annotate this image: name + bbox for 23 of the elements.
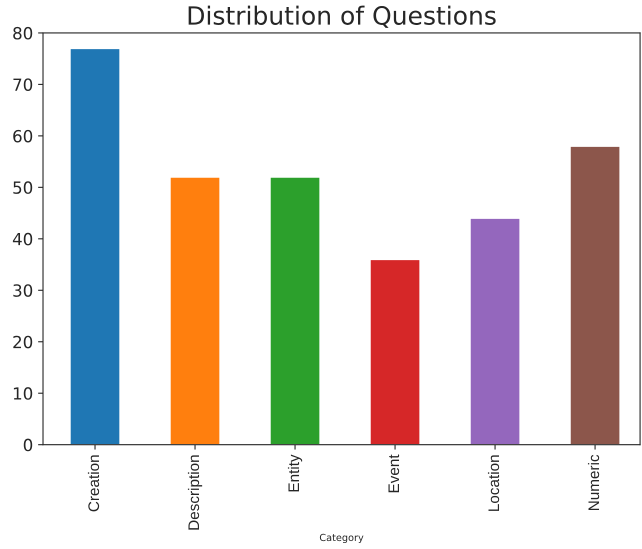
x-tick-label: Location <box>488 455 500 511</box>
bar <box>469 218 521 445</box>
x-tick-label: Numeric <box>588 454 600 510</box>
chart-title: Distribution of Questions <box>188 6 496 28</box>
y-tick-label: 50 <box>13 181 32 194</box>
y-tick-label: 70 <box>13 78 32 91</box>
y-tick-label: 10 <box>14 387 32 400</box>
bar <box>169 176 221 445</box>
x-tick-label: Event <box>388 454 400 492</box>
bar <box>269 176 321 445</box>
y-tick-label: 80 <box>13 26 32 40</box>
x-tick-label: Description <box>188 455 202 530</box>
y-tick-label: 40 <box>12 232 32 246</box>
bar <box>69 48 121 445</box>
y-tick-label: 0 <box>24 438 32 452</box>
x-tick-label: Entity <box>288 454 302 492</box>
bar <box>369 258 421 445</box>
x-tick-label: Creation <box>88 455 100 512</box>
bar <box>569 145 621 445</box>
y-tick-label: 60 <box>13 130 32 142</box>
y-tick-label: 20 <box>13 336 32 348</box>
x-axis-title: Category <box>320 534 364 544</box>
y-tick-label: 30 <box>13 284 32 297</box>
